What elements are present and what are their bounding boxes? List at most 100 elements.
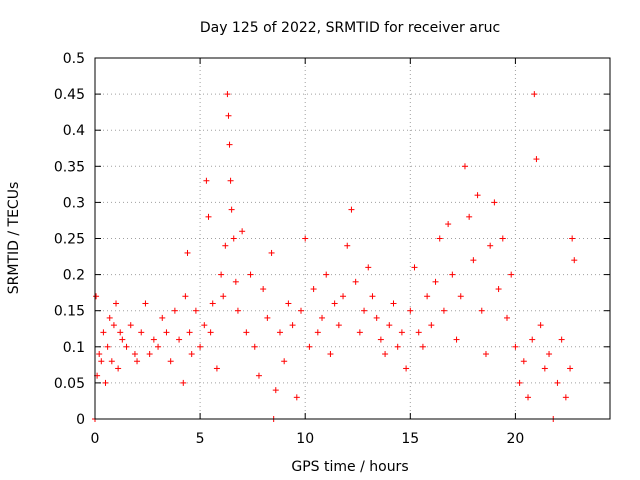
data-point	[227, 177, 234, 184]
data-point	[203, 177, 210, 184]
data-point	[186, 329, 193, 336]
data-point	[554, 379, 561, 386]
data-point	[218, 271, 225, 278]
data-point	[93, 293, 100, 300]
data-point	[247, 271, 254, 278]
data-point	[424, 293, 431, 300]
data-point	[525, 394, 532, 401]
data-point	[520, 358, 527, 365]
data-point	[260, 286, 267, 293]
y-tick-label: 0	[76, 412, 85, 428]
data-point	[504, 314, 510, 321]
data-point	[268, 249, 275, 256]
data-point	[415, 329, 422, 336]
data-point	[146, 351, 153, 358]
data-point	[276, 329, 283, 336]
data-point	[302, 235, 309, 242]
x-tick-label: 15	[401, 431, 419, 447]
data-point	[100, 329, 107, 336]
data-point	[225, 112, 232, 119]
x-tick-label: 20	[506, 431, 524, 447]
data-point	[348, 206, 355, 213]
data-point	[541, 365, 548, 372]
data-point	[207, 329, 214, 336]
data-point	[115, 365, 122, 372]
data-point	[192, 307, 199, 314]
data-points	[92, 91, 578, 422]
data-point	[390, 300, 397, 307]
data-point	[159, 314, 166, 321]
data-point	[314, 329, 321, 336]
data-point	[533, 156, 540, 163]
data-point	[167, 358, 174, 365]
data-point	[224, 91, 231, 98]
data-point	[516, 379, 523, 386]
data-point	[213, 365, 220, 372]
data-point	[285, 300, 292, 307]
data-point	[531, 91, 538, 98]
data-point	[352, 278, 359, 285]
x-tick-label: 5	[196, 431, 205, 447]
data-point	[234, 307, 241, 314]
data-point	[123, 343, 130, 350]
data-point	[457, 293, 464, 300]
data-point	[562, 394, 569, 401]
data-point	[546, 351, 553, 358]
data-point	[356, 329, 363, 336]
data-point	[558, 336, 565, 343]
data-point	[182, 293, 189, 300]
data-point	[150, 336, 157, 343]
data-point	[108, 358, 115, 365]
x-tick-label: 0	[91, 431, 100, 447]
data-point	[440, 307, 447, 314]
data-point	[461, 163, 468, 170]
data-point	[230, 235, 237, 242]
data-point	[377, 336, 384, 343]
data-point	[398, 329, 405, 336]
data-point	[289, 322, 296, 329]
grid-layer	[95, 58, 610, 419]
data-point	[445, 221, 452, 228]
data-point	[373, 314, 380, 321]
data-point	[142, 300, 149, 307]
data-point	[127, 322, 134, 329]
data-point	[293, 394, 300, 401]
data-point	[331, 300, 338, 307]
data-point	[272, 387, 279, 394]
data-point	[495, 286, 502, 293]
data-point	[209, 300, 216, 307]
y-tick-label: 0.2	[63, 268, 85, 284]
data-point	[119, 336, 126, 343]
data-point	[407, 307, 414, 314]
data-point	[508, 271, 515, 278]
y-tick-label: 0.5	[63, 51, 85, 67]
data-point	[176, 336, 183, 343]
data-point	[419, 343, 426, 350]
data-point	[171, 307, 178, 314]
data-point	[255, 372, 262, 379]
plot-frame	[94, 57, 611, 420]
data-point	[188, 351, 195, 358]
data-point	[180, 379, 187, 386]
data-point	[567, 365, 574, 372]
data-point	[491, 199, 498, 206]
data-point	[226, 141, 233, 148]
data-point	[512, 343, 519, 350]
data-point	[319, 314, 326, 321]
y-tick-label: 0.45	[54, 87, 85, 103]
data-point	[344, 242, 351, 249]
data-point	[205, 213, 212, 220]
data-point	[569, 235, 576, 242]
data-point	[470, 257, 477, 264]
data-point	[436, 235, 443, 242]
data-point	[220, 293, 227, 300]
data-point	[453, 336, 460, 343]
data-point	[232, 278, 239, 285]
data-point	[369, 293, 376, 300]
data-point	[98, 358, 105, 365]
y-tick-label: 0.35	[54, 159, 85, 175]
data-point	[428, 322, 435, 329]
x-tick-label: 10	[296, 431, 314, 447]
data-point	[323, 271, 330, 278]
